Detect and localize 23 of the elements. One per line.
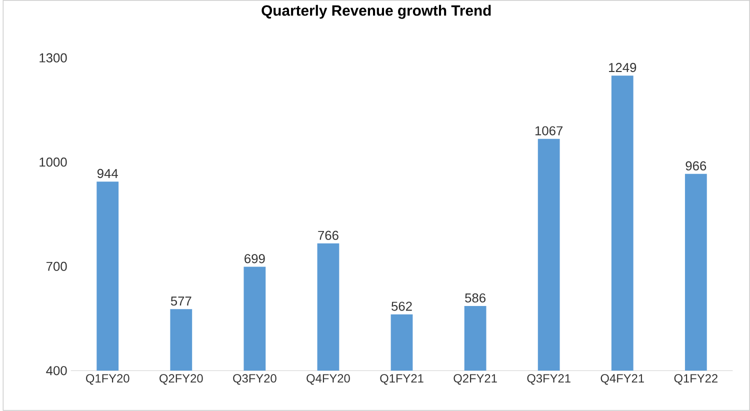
data-label: 966 (686, 161, 706, 170)
chart-title: Quarterly Revenue growth Trend (262, 4, 491, 19)
data-label: 562 (392, 302, 412, 311)
x-tick-label: Q2FY20 (160, 374, 203, 385)
data-label: 944 (97, 169, 118, 178)
x-tick-label: Q1FY20 (86, 374, 130, 385)
y-tick-label: 1000 (40, 158, 67, 167)
data-label: 1249 (609, 63, 636, 72)
x-tick-label: Q3FY21 (527, 374, 570, 385)
x-tick-label: Q2FY21 (454, 374, 497, 385)
data-label: 766 (318, 230, 338, 240)
x-tick-label: Q3FY20 (233, 374, 276, 385)
y-tick-label: 400 (46, 366, 67, 376)
data-label: 1067 (535, 126, 563, 136)
x-tick-label: Q4FY21 (600, 374, 644, 385)
data-label: 586 (465, 293, 486, 303)
x-tick-label: Q4FY20 (306, 374, 350, 385)
data-label: 577 (170, 296, 192, 306)
y-tick-label: 1300 (40, 53, 67, 62)
data-label: 699 (244, 254, 265, 264)
x-tick-label: Q1FY22 (674, 374, 718, 385)
x-tick-label: Q1FY21 (380, 374, 424, 385)
y-tick-label: 700 (46, 262, 67, 272)
